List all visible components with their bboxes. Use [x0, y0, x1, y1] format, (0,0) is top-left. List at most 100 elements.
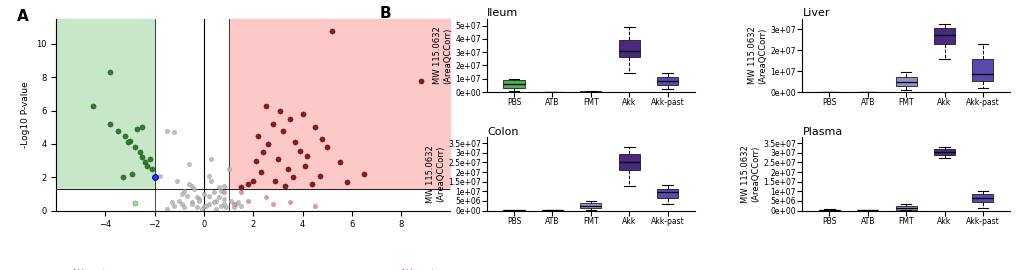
Y-axis label: MW 115.0632
(AreaQCCorr): MW 115.0632 (AreaQCCorr) [425, 145, 444, 203]
Point [215, 190, 231, 194]
Point [272, 109, 288, 113]
Point [215, 197, 231, 201]
PathPatch shape [541, 210, 562, 211]
Point [232, 190, 249, 194]
Point [215, 183, 231, 188]
Point [166, 203, 182, 208]
Point [307, 125, 323, 129]
Point [213, 188, 229, 193]
Point [277, 183, 293, 188]
PathPatch shape [503, 80, 524, 88]
Point [223, 198, 239, 203]
Point [215, 202, 231, 206]
Point [183, 183, 200, 188]
Point [191, 197, 207, 201]
Point [201, 202, 217, 206]
Point [173, 202, 190, 206]
Point [257, 103, 273, 108]
Point [203, 178, 219, 183]
Point [124, 172, 141, 176]
Point [253, 170, 269, 174]
Point [232, 203, 249, 208]
Point [294, 112, 311, 116]
Point [213, 203, 229, 208]
Y-axis label: MW 115.0632
(AreaQCCorr): MW 115.0632 (AreaQCCorr) [741, 145, 760, 203]
Point [206, 200, 222, 204]
Point [225, 202, 242, 206]
Point [220, 167, 236, 171]
Point [284, 175, 301, 180]
Point [304, 182, 320, 186]
Point [189, 195, 205, 200]
PathPatch shape [971, 59, 993, 80]
Point [265, 202, 281, 206]
Point [314, 137, 330, 141]
Point [183, 202, 200, 206]
Text: Colon: Colon [487, 127, 518, 137]
Point [257, 195, 273, 200]
PathPatch shape [656, 190, 678, 198]
Text: + Akk-past: + Akk-past [391, 269, 434, 270]
Point [126, 145, 143, 149]
Point [269, 157, 285, 161]
Point [274, 129, 290, 133]
Point [356, 172, 372, 176]
PathPatch shape [933, 28, 954, 44]
PathPatch shape [503, 210, 524, 211]
Point [137, 160, 153, 164]
PathPatch shape [933, 149, 954, 155]
Point [260, 142, 276, 146]
Point [265, 122, 281, 126]
Point [331, 160, 347, 164]
Text: B: B [379, 6, 390, 21]
Point [297, 163, 313, 168]
PathPatch shape [656, 77, 678, 85]
Point [102, 122, 118, 126]
Point [126, 201, 143, 205]
Point [196, 192, 212, 196]
Point [324, 28, 340, 33]
Point [185, 187, 202, 191]
Point [210, 185, 226, 190]
Point [218, 205, 234, 210]
Point [307, 203, 323, 208]
Point [191, 198, 207, 203]
Point [239, 198, 256, 203]
Point [102, 70, 118, 75]
Point [109, 129, 125, 133]
Point [117, 133, 133, 138]
Point [239, 182, 256, 186]
Point [135, 155, 151, 159]
Point [159, 207, 175, 211]
PathPatch shape [619, 40, 639, 58]
Text: Liver: Liver [802, 8, 829, 18]
Point [201, 193, 217, 198]
Point [176, 188, 193, 193]
Point [286, 140, 303, 144]
Point [183, 200, 200, 204]
Y-axis label: -Log10 P-value: -Log10 P-value [21, 81, 31, 148]
Point [178, 193, 195, 198]
Point [166, 130, 182, 134]
Point [131, 150, 148, 154]
Point [245, 178, 261, 183]
PathPatch shape [895, 77, 916, 86]
PathPatch shape [580, 203, 601, 208]
Bar [228, 19, 450, 189]
Y-axis label: MW 115.0632
(AreaQCCorr): MW 115.0632 (AreaQCCorr) [433, 27, 452, 84]
Point [312, 173, 328, 178]
Point [142, 157, 158, 161]
PathPatch shape [619, 154, 639, 170]
Point [210, 195, 226, 200]
Point [198, 203, 214, 208]
Point [282, 117, 299, 121]
Point [319, 145, 335, 149]
Point [147, 175, 163, 180]
Point [121, 139, 138, 143]
Point [250, 133, 266, 138]
Point [225, 205, 242, 210]
PathPatch shape [895, 206, 916, 210]
Point [173, 192, 190, 196]
Point [255, 150, 271, 154]
Point [176, 205, 193, 210]
